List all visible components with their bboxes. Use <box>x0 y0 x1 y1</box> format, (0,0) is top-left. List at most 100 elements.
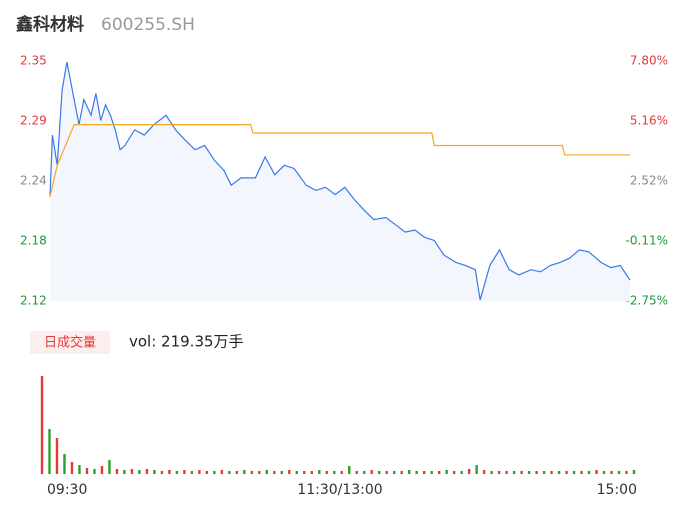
volume-bar <box>198 470 201 474</box>
volume-bar <box>497 471 501 474</box>
volume-bar <box>63 454 66 474</box>
volume-bar <box>250 471 254 474</box>
y2-tick-label: 2.52% <box>630 174 668 188</box>
volume-bar <box>138 470 141 474</box>
volume-bar <box>482 470 486 474</box>
volume-bar <box>243 470 246 474</box>
price-area <box>50 62 630 301</box>
volume-bar <box>595 470 598 474</box>
volume-bar <box>183 470 186 474</box>
y2-tick-label: 7.80% <box>630 54 668 68</box>
volume-bar <box>400 471 403 474</box>
x-tick-label: 11:30/13:00 <box>297 482 382 498</box>
volume-bar <box>572 471 576 474</box>
volume-bar <box>490 471 493 474</box>
volume-bar <box>273 471 276 474</box>
volume-bar <box>220 470 224 474</box>
stock-code: 600255.SH <box>101 15 195 35</box>
volume-bar <box>310 471 313 474</box>
volume-bar <box>407 470 411 474</box>
volume-bar <box>348 466 351 474</box>
price-line <box>49 61 631 301</box>
volume-bar <box>280 471 283 474</box>
volume-bar <box>452 471 456 474</box>
volume-bar <box>512 471 516 474</box>
volume-bar <box>363 471 366 474</box>
volume-bar <box>550 471 553 474</box>
volume-bar <box>467 469 471 474</box>
volume-bar <box>557 471 561 474</box>
x-tick-label: 15:00 <box>597 482 637 498</box>
volume-bar <box>115 469 119 474</box>
volume-bar <box>303 471 306 474</box>
volume-bar <box>318 470 321 474</box>
volume-bar <box>415 471 418 474</box>
volume-bar <box>385 471 388 474</box>
volume-bar <box>288 470 291 474</box>
volume-bar <box>333 471 336 474</box>
volume-bar <box>325 471 328 474</box>
volume-bar <box>625 471 628 474</box>
volume-bar <box>565 471 568 474</box>
volume-bar <box>258 471 261 474</box>
volume-bar <box>190 471 194 474</box>
volume-bar <box>168 470 171 474</box>
volume-bar <box>130 469 134 474</box>
y2-tick-label: 5.16% <box>630 114 668 128</box>
stock-name: 鑫科材料 <box>15 14 84 35</box>
volume-bar <box>542 471 546 474</box>
volume-bar <box>100 466 104 474</box>
volume-bar <box>378 471 381 474</box>
volume-bar <box>430 471 433 474</box>
volume-bar <box>610 471 613 474</box>
volume-bar <box>40 376 44 474</box>
volume-bar <box>370 470 373 474</box>
volume-bar <box>355 471 358 474</box>
volume-bar <box>445 470 448 474</box>
volume-bar <box>602 471 606 474</box>
volume-bar <box>153 470 156 474</box>
volume-bar <box>160 471 164 474</box>
volume-bar <box>85 468 89 474</box>
volume-bar <box>393 471 396 474</box>
volume-title: 日成交量 <box>44 335 96 351</box>
volume-bar <box>422 471 426 474</box>
volume-bar <box>213 471 216 474</box>
volume-bar <box>632 470 636 474</box>
volume-label-bg <box>30 331 110 354</box>
volume-bar <box>505 471 508 474</box>
y-tick-label: 2.12 <box>20 294 47 308</box>
volume-bar <box>520 471 523 474</box>
volume-bar <box>460 471 463 474</box>
volume-bar <box>535 471 538 474</box>
volume-bar <box>235 471 239 474</box>
volume-bar <box>145 469 149 474</box>
y-tick-label: 2.24 <box>20 174 47 188</box>
volume-bar <box>108 460 111 474</box>
volume-bar <box>580 471 583 474</box>
volume-total: vol: 219.35万手 <box>129 333 244 351</box>
volume-bar <box>55 438 59 474</box>
volume-bar <box>340 471 343 474</box>
y-tick-label: 2.35 <box>20 54 47 68</box>
y2-tick-label: -0.11% <box>626 233 668 247</box>
volume-bar <box>205 471 209 474</box>
volume-bar <box>70 462 74 474</box>
volume-bar <box>437 471 441 474</box>
volume-bar <box>123 470 126 474</box>
x-tick-label: 09:30 <box>47 482 87 498</box>
volume-bar <box>475 465 478 474</box>
volume-bar <box>617 471 621 474</box>
volume-bar <box>78 465 81 474</box>
volume-bar <box>527 471 531 474</box>
y2-tick-label: -2.75% <box>626 294 668 308</box>
y-tick-label: 2.18 <box>20 234 47 248</box>
volume-bar <box>587 471 591 474</box>
volume-bar <box>295 471 298 474</box>
volume-bar <box>175 471 179 474</box>
average-line <box>49 124 630 197</box>
volume-bar <box>265 470 269 474</box>
volume-bar <box>93 469 96 474</box>
